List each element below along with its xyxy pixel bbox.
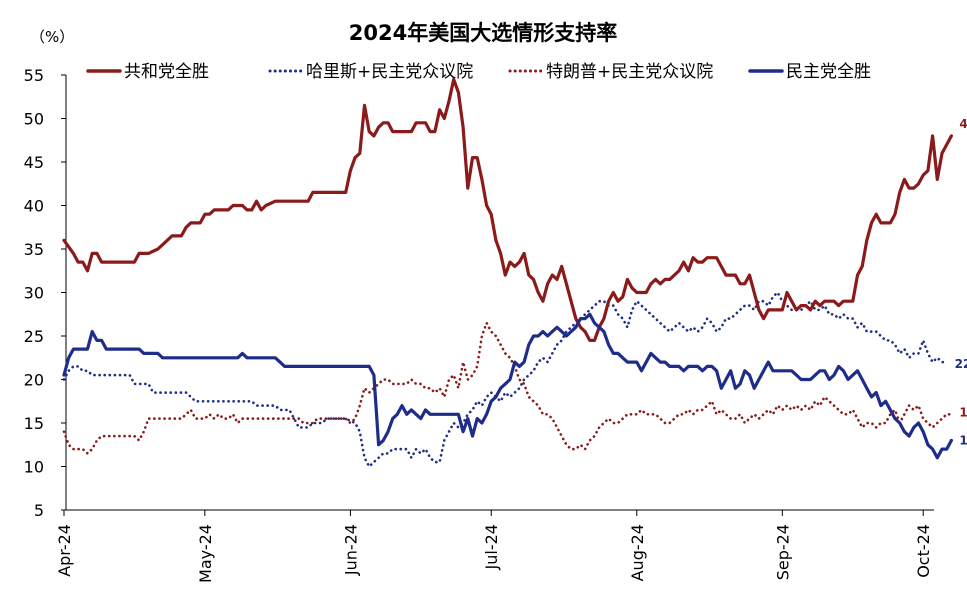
x-tick-label: Oct-24	[914, 524, 933, 578]
chart-title: 2024年美国大选情形支持率	[349, 21, 617, 45]
legend: 共和党全胜 哈里斯+民主党众议院 特朗普+民主党众议院 民主党全胜	[86, 62, 871, 82]
end-value-label: 13	[959, 433, 967, 447]
x-tick-label: May-24	[196, 524, 215, 583]
y-tick-label: 45	[24, 153, 44, 172]
y-tick-label: 55	[24, 66, 44, 85]
series-line-2	[62, 321, 953, 455]
x-tick-label: Jul-24	[482, 524, 501, 570]
end-value-label: 22	[955, 357, 967, 371]
series-line-3	[62, 312, 953, 460]
legend-label-gop-sweep: 共和党全胜	[124, 62, 209, 82]
y-axis-unit: （%）	[30, 28, 74, 46]
y-tick-label: 25	[24, 327, 44, 346]
y-tick-label: 50	[24, 110, 44, 129]
end-value-label: 16	[959, 405, 967, 419]
series-layer	[62, 77, 953, 468]
y-tick-label: 35	[24, 240, 44, 259]
y-tick-label: 5	[34, 501, 44, 520]
x-axis-ticks: Apr-24 May-24 Jun-24 Jul-24 Aug-24 Sep-24 Oct-…	[55, 510, 933, 583]
x-tick-label: Sep-24	[773, 524, 792, 580]
x-tick-label: Apr-24	[55, 524, 74, 577]
y-tick-label: 15	[24, 414, 44, 433]
y-tick-label: 10	[24, 458, 44, 477]
x-tick-label: Jun-24	[341, 524, 360, 576]
end-labels: 22 16 48 13	[955, 117, 967, 447]
series-line-1	[62, 291, 948, 468]
y-tick-label: 20	[24, 371, 44, 390]
legend-label-dem-sweep: 民主党全胜	[786, 62, 871, 82]
legend-label-harris-dem-house: 哈里斯+民主党众议院	[306, 62, 473, 82]
x-tick-label: Aug-24	[628, 524, 647, 581]
legend-label-trump-dem-house: 特朗普+民主党众议院	[546, 62, 713, 82]
y-tick-label: 40	[24, 197, 44, 216]
series-line-0	[62, 77, 953, 342]
y-tick-label: 30	[24, 284, 44, 303]
end-value-label: 48	[959, 117, 967, 131]
y-axis-ticks: 5 10 15 20 25 30 35 40 45 50 55	[24, 66, 66, 520]
